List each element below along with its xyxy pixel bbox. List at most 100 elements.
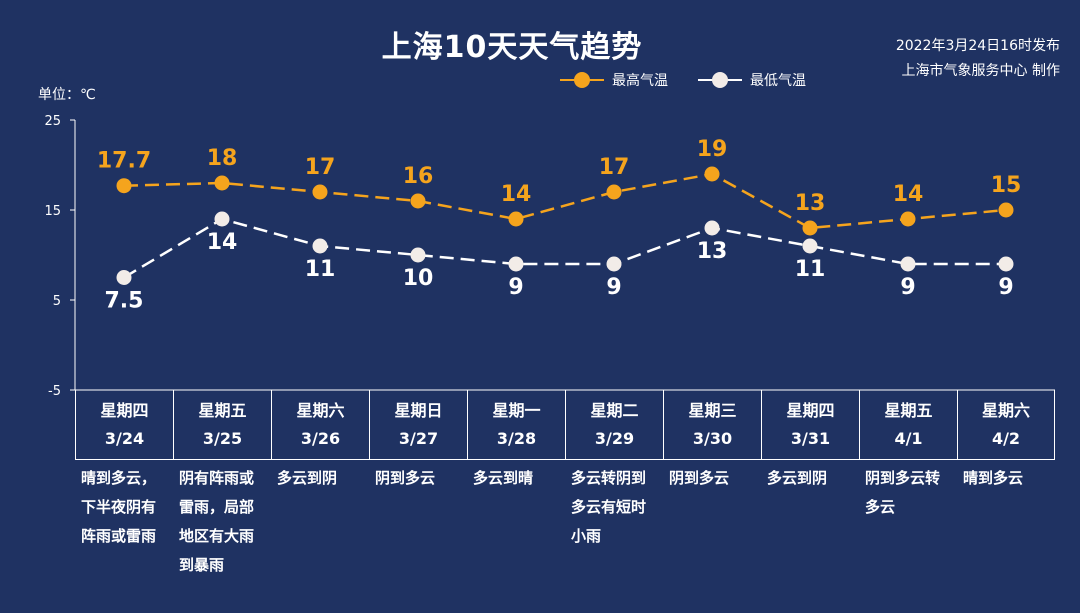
weekday-label: 星期一 (492, 400, 541, 420)
weekday-label: 星期六 (296, 400, 345, 420)
data-point-high (606, 184, 622, 200)
day-header: 星期日 3/27 (369, 390, 467, 460)
weather-description: 阴到多云转多云 (865, 469, 941, 516)
weekday-label: 星期二 (590, 400, 639, 420)
chart-title: 上海10天天气趋势 (381, 30, 643, 65)
data-point-low (508, 256, 524, 272)
issue-time: 2022年3月24日16时发布 (895, 38, 1060, 54)
data-label-high: 14 (501, 182, 532, 207)
data-label-high: 13 (795, 191, 826, 216)
data-label-high: 14 (893, 182, 924, 207)
data-point-low (900, 256, 916, 272)
date-label: 3/30 (692, 428, 733, 448)
forecast-day-column: 星期三 3/30 阴到多云 (663, 390, 761, 580)
data-label-high: 17 (599, 155, 630, 180)
data-label-low: 11 (795, 257, 826, 282)
day-header: 星期四 3/31 (761, 390, 859, 460)
y-tick-label: -5 (48, 384, 61, 399)
weekday-label: 星期六 (981, 400, 1030, 420)
data-label-high: 18 (207, 146, 238, 171)
data-label-high: 19 (697, 137, 728, 162)
legend: 最高气温 最低气温 (560, 70, 806, 90)
date-label: 3/25 (202, 428, 243, 448)
forecast-day-column: 星期六 4/2 晴到多云 (957, 390, 1055, 580)
weather-description: 晴到多云 (963, 469, 1024, 487)
forecast-table: 星期四 3/24 晴到多云，下半夜阴有阵雨或雷雨 星期五 3/25 阴有阵雨或雷雨，局部地… (75, 390, 1055, 580)
weather-description: 多云转阴到多云有短时小雨 (571, 469, 647, 545)
y-tick-label: 15 (44, 204, 61, 219)
unit-label: 单位：℃ (38, 87, 96, 103)
data-point-high (410, 193, 426, 209)
data-point-high (508, 211, 524, 227)
data-point-high (704, 166, 720, 182)
forecast-day-column: 星期五 4/1 阴到多云转多云 (859, 390, 957, 580)
data-label-high: 16 (403, 164, 434, 189)
weather-description: 多云到晴 (473, 469, 534, 487)
data-point-low (410, 247, 426, 263)
date-label: 3/27 (398, 428, 439, 448)
data-label-high: 17 (305, 155, 336, 180)
data-label-low: 14 (207, 230, 238, 255)
data-label-low: 7.5 (105, 289, 144, 314)
legend-label-low: 最低气温 (750, 73, 806, 89)
data-label-low: 13 (697, 239, 728, 264)
issue-info: 2022年3月24日16时发布 上海市气象服务中心 制作 (896, 34, 1060, 84)
forecast-day-column: 星期二 3/29 多云转阴到多云有短时小雨 (565, 390, 663, 580)
data-point-low (312, 238, 328, 254)
data-label-low: 9 (606, 275, 621, 300)
date-label: 4/1 (894, 428, 923, 448)
data-label-low: 9 (998, 275, 1013, 300)
data-label-low: 11 (305, 257, 336, 282)
forecast-day-column: 星期四 3/31 多云到阴 (761, 390, 859, 580)
date-label: 3/31 (790, 428, 831, 448)
day-header: 星期五 4/1 (859, 390, 957, 460)
date-label: 3/24 (104, 428, 145, 448)
data-point-high (116, 178, 132, 194)
legend-swatch-high (560, 72, 604, 88)
day-header: 星期一 3/28 (467, 390, 565, 460)
legend-item-low: 最低气温 (698, 70, 806, 90)
legend-swatch-low (698, 72, 742, 88)
data-point-low (998, 256, 1014, 272)
data-point-high (802, 220, 818, 236)
weather-description: 晴到多云，下半夜阴有阵雨或雷雨 (81, 469, 157, 545)
data-point-high (214, 175, 230, 191)
weekday-label: 星期三 (688, 400, 737, 420)
data-point-low (704, 220, 720, 236)
weekday-label: 星期五 (884, 400, 933, 420)
weather-description: 阴到多云 (375, 469, 436, 487)
data-label-low: 10 (403, 266, 434, 291)
y-tick-label: 25 (44, 114, 61, 129)
date-label: 3/26 (300, 428, 341, 448)
data-label-low: 9 (900, 275, 915, 300)
legend-item-high: 最高气温 (560, 70, 668, 90)
weekday-label: 星期日 (394, 400, 443, 420)
weather-description: 阴有阵雨或雷雨，局部地区有大雨到暴雨 (179, 469, 255, 574)
date-label: 4/2 (991, 428, 1021, 448)
data-point-low (214, 211, 230, 227)
series-line-low (123, 217, 1006, 279)
date-label: 3/28 (496, 428, 537, 448)
day-header: 星期三 3/30 (663, 390, 761, 460)
data-point-high (998, 202, 1014, 218)
data-point-high (312, 184, 328, 200)
weather-description: 多云到阴 (277, 469, 338, 487)
weather-description: 阴到多云 (669, 469, 730, 487)
data-point-low (802, 238, 818, 254)
weekday-label: 星期四 (100, 400, 149, 420)
forecast-day-column: 星期一 3/28 多云到晴 (467, 390, 565, 580)
weekday-label: 星期四 (786, 400, 835, 420)
forecast-day-column: 星期五 3/25 阴有阵雨或雷雨，局部地区有大雨到暴雨 (173, 390, 271, 580)
day-header: 星期六 3/26 (271, 390, 369, 460)
y-tick-label: 5 (53, 294, 61, 309)
day-header: 星期四 3/24 (75, 390, 173, 460)
forecast-day-column: 星期日 3/27 阴到多云 (369, 390, 467, 580)
data-point-low (116, 270, 132, 285)
issuer: 上海市气象服务中心 制作 (901, 63, 1060, 79)
data-point-low (606, 256, 622, 272)
series-line-high (123, 172, 1007, 230)
data-label-high: 17.7 (97, 149, 151, 174)
forecast-day-column: 星期四 3/24 晴到多云，下半夜阴有阵雨或雷雨 (75, 390, 173, 580)
date-label: 3/29 (594, 428, 635, 448)
